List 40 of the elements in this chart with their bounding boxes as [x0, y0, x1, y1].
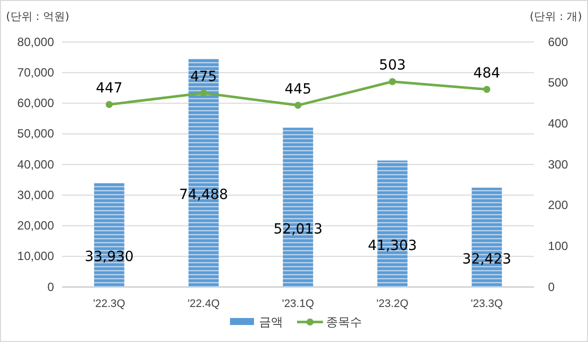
y2-tick-label: 0: [548, 280, 555, 294]
legend-label: 종목수: [326, 315, 362, 329]
point: [294, 102, 302, 109]
point: [200, 90, 208, 97]
x-tick-label: '23.2Q: [376, 298, 409, 310]
y-tick-label: 30,000: [17, 188, 54, 202]
x-tick-label: '22.3Q: [93, 298, 126, 310]
y2-tick-label: 300: [548, 157, 568, 172]
y2-tick-label: 600: [548, 34, 568, 49]
y2-tick-label: 500: [548, 76, 568, 90]
y2-tick-label: 400: [548, 116, 568, 131]
point: [388, 78, 396, 86]
point: [483, 86, 490, 93]
data-label: 503: [379, 58, 406, 74]
data-label: 484: [473, 65, 500, 82]
data-label: 52,013: [274, 221, 322, 238]
text: 금액: [259, 315, 283, 329]
data-label: 33,930: [84, 249, 134, 266]
data-label: 32,423: [462, 251, 512, 268]
y-tick-label: 40,000: [17, 157, 54, 172]
x-tick-label: '22.4Q: [188, 298, 220, 310]
point: [106, 100, 113, 108]
x-tick-label: '23.3Q: [470, 298, 504, 310]
y-tick-label: 70,000: [17, 65, 54, 80]
y2-tick-label: 100: [548, 239, 568, 254]
data-label: 445: [284, 81, 312, 98]
y-tick-label: 80,000: [17, 34, 54, 49]
y-axis-title: (단위 : 억원): [6, 10, 70, 23]
y-tick-label: 20,000: [17, 218, 54, 233]
data-label: 447: [96, 80, 123, 96]
y2-tick-label: 200: [548, 198, 568, 212]
x-tick-label: '23.1Q: [282, 298, 314, 310]
y-tick-label: 50,000: [17, 126, 54, 141]
y-tick-label: 60,000: [17, 96, 54, 110]
y-tick-label: 10,000: [17, 249, 54, 264]
y2-axis-title: (단위 : 개): [530, 10, 582, 23]
data-label: 475: [190, 69, 217, 86]
y-tick-label: 0: [47, 280, 54, 294]
data-label: 41,303: [368, 238, 417, 254]
data-label: 74,488: [179, 186, 228, 203]
